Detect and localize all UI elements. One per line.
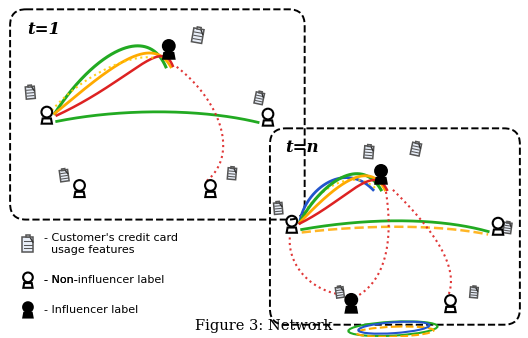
Bar	[62, 169, 65, 171]
Bar	[28, 85, 32, 87]
Text: - Customer's credit card: - Customer's credit card	[44, 234, 178, 243]
Circle shape	[23, 302, 33, 312]
Text: - Non-influencer label: - Non-influencer label	[44, 275, 164, 285]
Text: t=n: t=n	[285, 139, 318, 156]
Bar	[23, 237, 33, 252]
Text: - Influencer label: - Influencer label	[44, 305, 138, 315]
Text: usage features: usage features	[44, 245, 134, 256]
Bar	[231, 167, 234, 169]
Text: t=1: t=1	[27, 21, 60, 38]
Circle shape	[163, 40, 175, 52]
Bar	[364, 146, 374, 159]
Bar	[25, 86, 35, 99]
Polygon shape	[163, 53, 174, 59]
Polygon shape	[375, 178, 386, 184]
Bar	[197, 27, 201, 30]
Bar	[335, 287, 344, 298]
Bar	[227, 168, 237, 180]
Bar	[507, 221, 510, 223]
Bar	[410, 142, 421, 156]
Bar	[254, 92, 265, 105]
Circle shape	[345, 294, 357, 306]
Polygon shape	[23, 313, 33, 317]
Bar	[192, 28, 204, 44]
Bar	[274, 202, 283, 214]
Bar	[473, 286, 476, 288]
Bar	[337, 286, 341, 288]
Bar	[503, 222, 512, 234]
Bar	[26, 235, 30, 237]
Bar	[416, 141, 419, 144]
Text: Figure 3: Network: Figure 3: Network	[195, 319, 333, 333]
Bar	[276, 201, 279, 203]
Text: - Non-: - Non-	[44, 275, 78, 285]
Circle shape	[375, 165, 387, 177]
Bar	[469, 287, 478, 298]
Bar	[59, 169, 69, 182]
Bar	[367, 145, 371, 147]
Bar	[259, 91, 262, 93]
Polygon shape	[346, 307, 357, 313]
